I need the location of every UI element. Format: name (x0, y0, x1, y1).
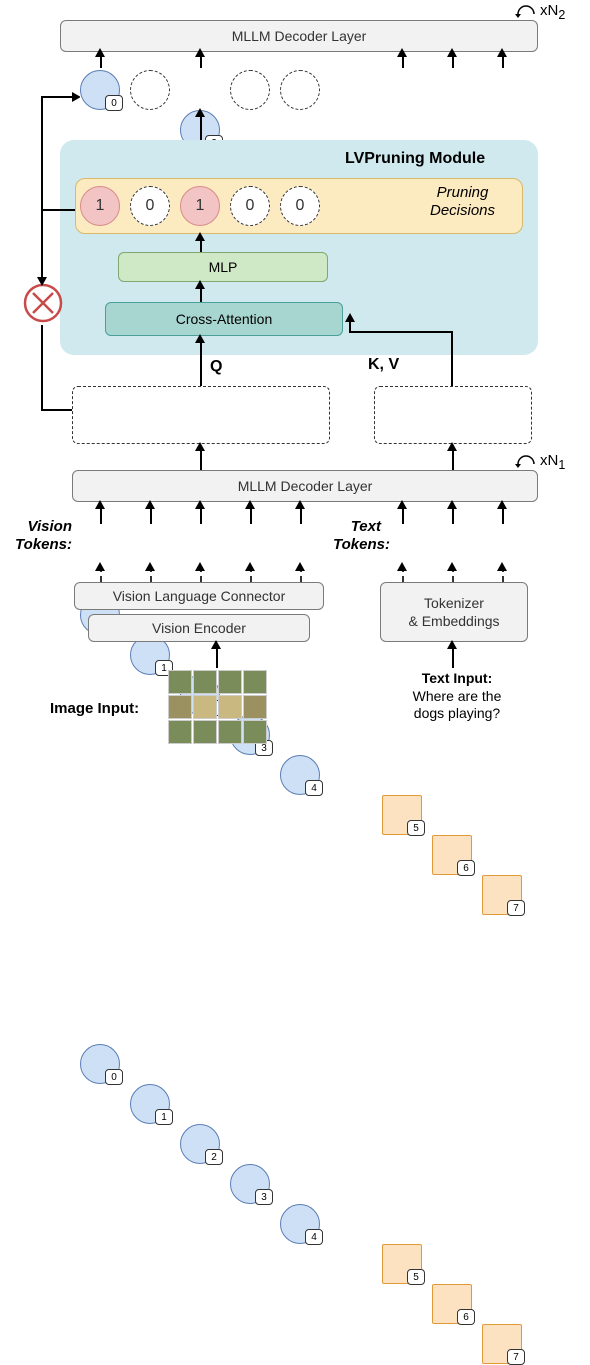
bottom-decoder-label: MLLM Decoder Layer (238, 478, 373, 494)
top-vision-token-3-pruned (230, 70, 270, 110)
tokenizer-line1: Tokenizer (424, 594, 484, 612)
mid-text-box (374, 386, 532, 444)
top-vision-token-1-pruned (130, 70, 170, 110)
token-idx: 7 (507, 1349, 525, 1365)
mid-text-token-6: 6 (432, 835, 472, 875)
tt-line2: Tokens: (333, 536, 390, 553)
top-decoder-layer: MLLM Decoder Layer (60, 20, 538, 52)
bottom-vision-token-0: 0 (80, 1044, 120, 1084)
mid-vision-box (72, 386, 330, 444)
cross-attention-block: Cross-Attention (105, 302, 343, 336)
token-idx: 5 (407, 820, 425, 836)
decision-val: 0 (146, 197, 155, 215)
q-label: Q (210, 358, 222, 376)
pruning-label: Pruning Decisions (430, 184, 495, 220)
mid-text-token-5: 5 (382, 795, 422, 835)
pruning-decision-1: 0 (130, 186, 170, 226)
decision-val: 1 (96, 197, 105, 215)
top-vision-token-0: 0 (80, 70, 120, 110)
token-idx: 2 (205, 1149, 223, 1165)
top-repeat-sub: 2 (558, 8, 565, 22)
bottom-repeat-xn: xN (540, 452, 558, 469)
kv-arrow (340, 302, 460, 392)
text-tokens-label: Text Tokens: (333, 518, 381, 554)
prune-path (20, 75, 80, 420)
bottom-vision-token-2: 2 (180, 1124, 220, 1164)
vision-language-connector: Vision Language Connector (74, 582, 324, 610)
token-idx: 4 (305, 1229, 323, 1245)
decision-val: 1 (196, 197, 205, 215)
tokenizer-line2: & Embeddings (408, 612, 499, 630)
top-decoder-label: MLLM Decoder Layer (232, 28, 367, 44)
bottom-decoder-layer: MLLM Decoder Layer (72, 470, 538, 502)
recurrence-icon-bottom (512, 450, 542, 470)
mid-text-token-7: 7 (482, 875, 522, 915)
text-input-label: Text Input: (422, 670, 493, 686)
vt-line1: Vision (28, 518, 72, 535)
tt-line1: Text (351, 518, 381, 535)
image-input-label: Image Input: (50, 700, 139, 717)
token-idx: 0 (105, 95, 123, 111)
crossattn-label: Cross-Attention (176, 311, 272, 327)
token-idx: 3 (255, 1189, 273, 1205)
top-vision-token-4-pruned (280, 70, 320, 110)
bottom-text-token-7: 7 (482, 1324, 522, 1364)
bottom-vision-token-3: 3 (230, 1164, 270, 1204)
lvp-title: LVPruning Module (345, 150, 485, 168)
pruning-label-line2: Decisions (430, 202, 495, 219)
bottom-vision-token-1: 1 (130, 1084, 170, 1124)
bottom-vision-token-4: 4 (280, 1204, 320, 1244)
token-idx: 7 (507, 900, 525, 916)
bottom-repeat-label: xN1 (540, 452, 565, 472)
pruning-label-line1: Pruning (437, 184, 489, 201)
token-idx: 5 (407, 1269, 425, 1285)
text-input-q1: Where are the (413, 688, 502, 704)
pruning-decision-4: 0 (280, 186, 320, 226)
image-input-grid (168, 670, 267, 744)
token-idx: 0 (105, 1069, 123, 1085)
mid-vision-token-4: 4 (280, 755, 320, 795)
encoder-label: Vision Encoder (152, 620, 246, 636)
vision-encoder: Vision Encoder (88, 614, 310, 642)
recurrence-icon (512, 0, 542, 20)
pruning-decision-3: 0 (230, 186, 270, 226)
decision-val: 0 (246, 197, 255, 215)
vision-tokens-label: Vision Tokens: (12, 518, 72, 554)
pruning-decision-2: 1 (180, 186, 220, 226)
tokenizer-embeddings: Tokenizer & Embeddings (380, 582, 528, 642)
top-repeat-xn: xN (540, 2, 558, 19)
mlp-label: MLP (209, 259, 238, 275)
top-repeat-label: xN2 (540, 2, 565, 22)
kv-label: K, V (368, 356, 399, 374)
pruning-decision-0: 1 (80, 186, 120, 226)
token-idx: 6 (457, 1309, 475, 1325)
token-idx: 4 (305, 780, 323, 796)
text-input-q2: dogs playing? (414, 705, 500, 721)
vt-line2: Tokens: (15, 536, 72, 553)
text-input-block: Text Input: Where are the dogs playing? (392, 670, 522, 723)
token-idx: 1 (155, 1109, 173, 1125)
bottom-repeat-sub: 1 (558, 458, 565, 472)
bottom-text-token-5: 5 (382, 1244, 422, 1284)
mlp-block: MLP (118, 252, 328, 282)
connector-label: Vision Language Connector (113, 588, 286, 604)
bottom-text-token-6: 6 (432, 1284, 472, 1324)
token-idx: 6 (457, 860, 475, 876)
decision-val: 0 (296, 197, 305, 215)
